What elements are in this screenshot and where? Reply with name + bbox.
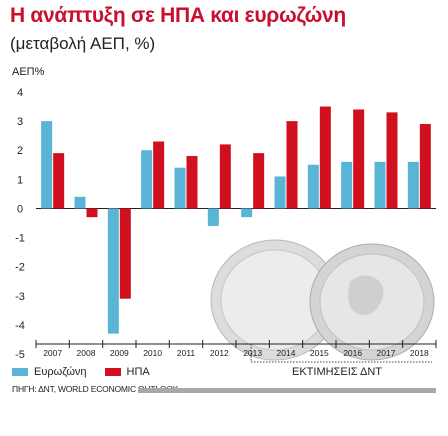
y-tick-label: 1 [17,174,23,186]
y-axis-label: ΑΕΠ% [12,66,45,78]
legend-label-usa: ΗΠΑ [126,366,150,378]
x-tick-label: 2012 [210,348,229,358]
coins-illustration [210,239,435,361]
bar-eurozone-2015 [307,164,319,209]
x-tick-label: 2014 [277,348,296,358]
y-tick-label: -2 [15,262,25,274]
y-tick-label: 0 [17,203,23,215]
bar-usa-2013 [253,153,265,209]
y-tick-label: 2 [17,145,23,157]
y-axis-ticks: 4 3 2 1 0 -1 -2 -3 -4 -5 [15,87,25,361]
bar-eurozone-2017 [374,161,386,209]
x-axis [35,340,437,348]
estimates-annotation: ΕΚΤΙΜΗΣΕΙΣ ΔΝΤ [292,366,383,378]
y-tick-label: -4 [15,320,25,332]
bar-usa-2007 [53,153,65,209]
bar-eurozone-2009 [107,208,119,334]
bar-usa-2011 [186,156,198,209]
bar-usa-2010 [153,141,165,209]
y-tick-label: 3 [17,116,23,128]
legend: Ευρωζώνη ΗΠΑ [12,366,150,378]
legend-swatch-usa [104,368,121,376]
bar-eurozone-2010 [141,150,153,209]
x-axis-tick-labels: 2007 2008 2009 2010 2011 2012 2013 2014 2015 2016… [43,348,429,358]
bar-usa-2008 [86,208,98,218]
bar-eurozone-2012 [207,208,219,226]
x-tick-label: 2017 [377,348,396,358]
y-tick-label: -1 [15,233,25,245]
legend-swatch-eurozone [12,368,28,376]
bar-usa-2015 [319,106,331,209]
x-tick-label: 2013 [243,348,262,358]
x-tick-label: 2010 [143,348,162,358]
x-tick-label: 2009 [110,348,129,358]
bars [41,106,431,334]
y-tick-label: -5 [15,349,25,361]
bar-usa-2012 [219,144,231,209]
x-tick-label: 2018 [410,348,429,358]
y-tick-label: -3 [15,291,25,303]
bar-usa-2017 [386,112,398,209]
x-tick-label: 2015 [310,348,329,358]
source-note: ΠΗΓΗ: ΔΝΤ, WORLD ECONOMIC OUTLOOK [12,384,179,394]
y-tick-label: 4 [17,87,23,99]
bar-eurozone-2011 [174,167,186,209]
x-tick-label: 2008 [77,348,96,358]
bar-eurozone-2018 [407,161,419,209]
bar-eurozone-2013 [241,208,253,218]
bar-eurozone-2016 [341,161,353,209]
legend-label-eurozone: Ευρωζώνη [34,366,87,378]
bar-eurozone-2014 [274,176,286,209]
bar-usa-2016 [353,109,365,209]
chart-title: Η ανάπτυξη σε ΗΠΑ και ευρωζώνη [10,4,346,27]
source-divider [138,388,436,393]
x-tick-label: 2011 [177,348,196,358]
bar-usa-2014 [286,121,298,209]
x-tick-label: 2016 [343,348,362,358]
chart-subtitle: (μεταβολή ΑΕΠ, %) [10,34,156,53]
bar-eurozone-2007 [41,121,53,209]
bar-eurozone-2008 [74,196,86,209]
bar-usa-2018 [419,124,431,209]
bar-usa-2009 [119,208,131,299]
x-tick-label: 2007 [43,348,62,358]
